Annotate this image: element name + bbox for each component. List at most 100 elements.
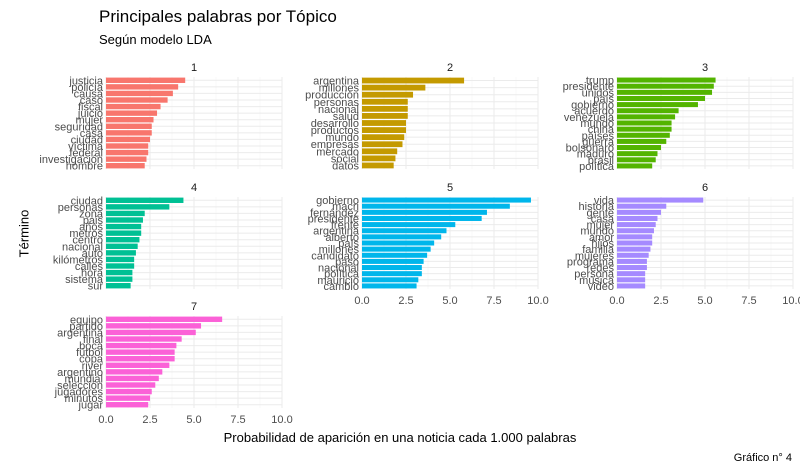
term-label: venezuela [564, 112, 615, 124]
bar-5-presidente [362, 215, 482, 221]
bar-5-argentina [362, 228, 447, 234]
bar-2-productos [362, 127, 406, 133]
x-axis-label: Probabilidad de aparición en una noticia… [223, 430, 577, 445]
x-tick-label: 10.0 [782, 295, 800, 307]
bar-6-redes [617, 265, 647, 271]
bar-7-river [106, 362, 170, 368]
term-label: salud [333, 111, 359, 123]
term-label: acuerdo [574, 106, 614, 118]
bar-7-jugar [106, 402, 149, 408]
bar-2-social [362, 155, 396, 162]
term-label: amor [589, 232, 614, 244]
bar-1-víctima [106, 143, 149, 149]
term-label: nacional [62, 241, 103, 253]
bar-7-argentina [106, 329, 196, 336]
bar-1-casa [106, 130, 152, 136]
bar-3-países [617, 132, 670, 138]
bar-5-gobierno [362, 197, 531, 203]
bar-5-millones [362, 246, 431, 252]
term-label: hora [81, 268, 104, 280]
x-tick-label: 7.5 [486, 295, 501, 307]
bar-4-sistema [106, 276, 133, 282]
x-tick-label: 7.5 [230, 414, 245, 426]
bar-2-argentina [362, 77, 465, 84]
term-label: personas [58, 202, 104, 214]
bar-6-música [617, 277, 646, 283]
bar-5-paso [362, 258, 424, 264]
bar-2-desarrollo [362, 120, 406, 126]
bar-6-vida [617, 197, 704, 203]
bar-7-fútbol [106, 349, 175, 355]
term-label: países [582, 130, 615, 142]
bar-5-país [362, 240, 435, 246]
term-label: selección [57, 380, 103, 392]
term-label: política [579, 161, 615, 173]
term-label: argentina [313, 76, 360, 88]
bar-1-justicia [106, 77, 186, 83]
bar-1-ciudad [106, 136, 150, 143]
panel-title-2: 2 [447, 62, 453, 74]
term-label: redes [586, 263, 614, 275]
bar-4-hora [106, 269, 133, 276]
term-label: producción [305, 90, 359, 102]
term-label: macri [332, 201, 359, 213]
term-label: argentino [57, 367, 103, 379]
bar-1-mujer [106, 117, 154, 123]
term-label: víctima [68, 141, 104, 153]
chart-subtitle: Según modelo LDA [99, 32, 212, 47]
term-label: gente [586, 207, 614, 219]
bar-6-video [617, 283, 646, 289]
bar-6-mundo [617, 228, 654, 234]
term-label: auto [82, 248, 103, 260]
term-label: casa [80, 128, 104, 140]
panel-5: 5 gobiernomacrifernándezpresidentefrentea… [308, 182, 549, 307]
term-label: mundo [580, 118, 614, 130]
bar-4-personas [106, 204, 170, 210]
term-label: nacional [318, 263, 359, 275]
x-tick-label: 2.5 [398, 295, 413, 307]
term-label: china [588, 124, 615, 136]
bar-4-pais [106, 217, 143, 223]
term-label: boca [79, 341, 104, 353]
term-label: fútbol [76, 347, 103, 359]
bar-3-unidos [617, 89, 713, 95]
chart-caption: Gráfico n° 4 [733, 452, 792, 464]
bar-7-copa [106, 356, 175, 362]
bar-5-política [362, 271, 422, 277]
bar-3-mundo [617, 120, 672, 126]
bar-2-personas [362, 98, 408, 105]
bar-2-datos [362, 162, 394, 169]
panel-title-7: 7 [191, 301, 197, 313]
term-label: ciudad [71, 195, 103, 207]
term-label: copa [79, 354, 104, 366]
term-label: hombre [66, 161, 103, 173]
x-tick-label: 5.0 [186, 414, 201, 426]
x-tick-label: 5.0 [442, 295, 457, 307]
term-label: argentina [313, 226, 360, 238]
term-label: seguridad [55, 121, 103, 133]
bar-7-boca [106, 342, 177, 349]
term-label: caso [80, 95, 103, 107]
bar-5-mauricio [362, 277, 419, 283]
term-label: desarrollo [311, 118, 359, 130]
term-label: pais [83, 215, 104, 227]
x-tick-label: 10.0 [527, 295, 548, 307]
term-label: candidato [311, 250, 359, 262]
bar-5-macri [362, 203, 510, 209]
term-label: mundial [64, 373, 103, 385]
term-label: millones [319, 83, 360, 95]
x-tick-label: 10.0 [271, 414, 292, 426]
bar-2-salud [362, 113, 408, 119]
term-label: nacional [318, 104, 359, 116]
panel-3: 3 trumppresidenteunidospaísgobiernoacuerd… [563, 62, 794, 173]
term-label: millones [319, 244, 360, 256]
bar-3-guerra [617, 138, 667, 144]
term-label: causa [74, 88, 104, 100]
bar-3-política [617, 163, 653, 169]
term-label: guerra [582, 136, 615, 148]
x-tick-label: 2.5 [142, 414, 157, 426]
panel-title-4: 4 [191, 182, 197, 194]
bar-4-ciudad [106, 197, 184, 203]
bar-3-china [617, 126, 672, 132]
